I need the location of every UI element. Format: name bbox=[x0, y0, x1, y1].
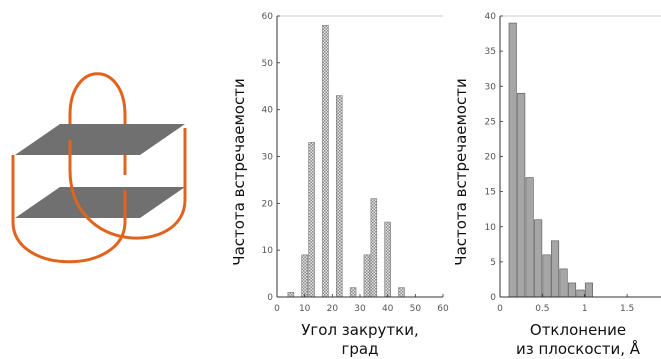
y-tick-label: 10 bbox=[262, 246, 274, 256]
twist-angle-bar-3 bbox=[322, 25, 329, 298]
y-tick-label: 35 bbox=[485, 47, 496, 57]
plane-deviation-bar-4 bbox=[542, 254, 551, 298]
plane-deviation-bar-2 bbox=[525, 177, 534, 298]
x-tick-label: 0.5 bbox=[535, 304, 549, 314]
upper-plane bbox=[15, 124, 185, 155]
y-tick-label: 50 bbox=[262, 59, 274, 69]
y-tick-label: 30 bbox=[262, 153, 274, 163]
twist-angle-bar-5 bbox=[349, 287, 357, 298]
x-tick-label: 40 bbox=[382, 304, 394, 314]
plane-deviation-bars bbox=[508, 22, 594, 298]
loop-front-arc bbox=[11, 155, 127, 264]
y-tick-label: 5 bbox=[490, 258, 496, 268]
plane-deviation-x-label-line2: из плоскости, Å bbox=[516, 339, 641, 358]
x-tick-label: 1 bbox=[582, 304, 588, 314]
x-tick-label: 0 bbox=[497, 304, 503, 314]
twist-angle-bar-2 bbox=[308, 142, 315, 298]
plane-deviation-bar-1 bbox=[517, 92, 526, 298]
twist-angle-bar-4 bbox=[335, 95, 343, 298]
y-tick-label: 20 bbox=[485, 153, 497, 163]
plane-deviation-bar-3 bbox=[534, 219, 543, 298]
twist-angle-bar-9 bbox=[398, 287, 405, 298]
plane-deviation-histogram: 0 5 10 15 20 25 30 35 40 0 0.5 1 1.5 Частота встреч… bbox=[452, 12, 661, 358]
x-tick-label: 20 bbox=[327, 304, 339, 314]
x-tick-label: 10 bbox=[299, 304, 311, 314]
twist-angle-y-ticks: 0 10 20 30 40 50 60 bbox=[262, 12, 280, 303]
plane-deviation-y-ticks: 0 5 10 15 20 25 30 35 40 bbox=[485, 12, 503, 303]
y-tick-label: 15 bbox=[485, 188, 496, 198]
twist-angle-bar-8 bbox=[384, 221, 391, 298]
plane-deviation-bar-0 bbox=[508, 22, 517, 298]
y-tick-label: 30 bbox=[485, 82, 497, 92]
plane-deviation-x-ticks: 0 0.5 1 1.5 bbox=[497, 294, 634, 314]
x-tick-label: 0 bbox=[274, 304, 280, 314]
twist-angle-x-label-line2: град bbox=[342, 340, 379, 358]
y-tick-label: 25 bbox=[485, 117, 496, 127]
loop-back-arc bbox=[68, 72, 127, 175]
lower-plane bbox=[15, 187, 185, 218]
x-tick-label: 30 bbox=[354, 304, 366, 314]
plane-deviation-bar-9 bbox=[584, 282, 594, 298]
twist-angle-bars bbox=[287, 25, 405, 298]
twist-angle-x-label-line1: Угол закрутки, bbox=[301, 321, 419, 339]
twist-angle-y-label: Частота встречаемости bbox=[230, 78, 248, 265]
y-tick-label: 60 bbox=[262, 12, 274, 22]
plane-deviation-x-label-line1: Отклонение bbox=[530, 321, 626, 339]
plane-deviation-bar-8 bbox=[576, 289, 585, 298]
y-tick-label: 0 bbox=[267, 293, 273, 303]
plane-deviation-y-label: Частота встречаемости bbox=[452, 78, 470, 265]
x-tick-label: 1.5 bbox=[620, 304, 634, 314]
twist-angle-bar-7 bbox=[370, 198, 378, 298]
twist-angle-histogram: 0 10 20 30 40 50 60 0 10 20 30 40 50 60 Частота встр… bbox=[230, 12, 449, 358]
y-tick-label: 0 bbox=[490, 293, 496, 303]
twist-angle-bar-6 bbox=[363, 254, 371, 298]
x-tick-label: 60 bbox=[437, 304, 449, 314]
loop-right-arc bbox=[68, 128, 187, 240]
structure-diagram bbox=[11, 72, 187, 264]
plane-deviation-bar-5 bbox=[551, 240, 560, 298]
twist-angle-x-ticks: 0 10 20 30 40 50 60 bbox=[274, 294, 449, 314]
y-tick-label: 10 bbox=[485, 223, 497, 233]
plane-deviation-bar-7 bbox=[567, 282, 577, 298]
y-tick-label: 40 bbox=[485, 12, 497, 22]
twist-angle-bar-0 bbox=[287, 292, 295, 298]
y-tick-label: 20 bbox=[262, 199, 274, 209]
x-tick-label: 50 bbox=[410, 304, 422, 314]
twist-angle-bar-1 bbox=[301, 254, 308, 298]
plane-deviation-bar-6 bbox=[559, 268, 568, 298]
y-tick-label: 40 bbox=[262, 106, 274, 116]
